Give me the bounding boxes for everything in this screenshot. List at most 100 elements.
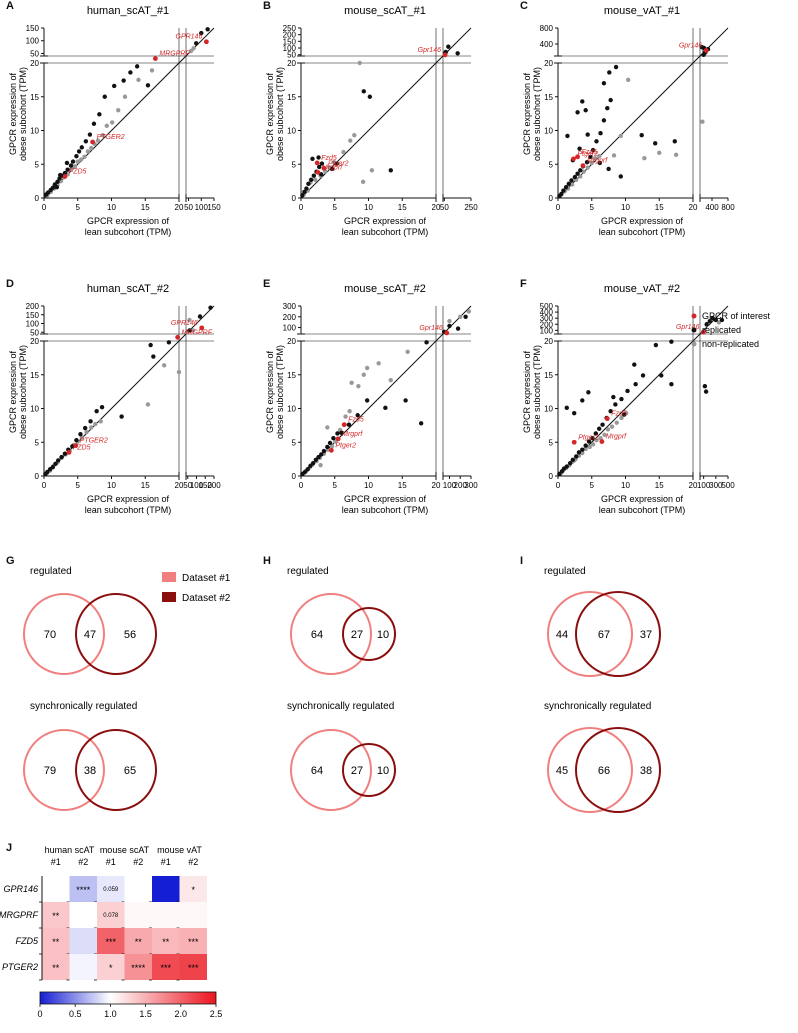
point-replicated [45,469,50,475]
chart-title: mouse_scAT_#2 [344,283,426,295]
point-replicated [576,450,582,455]
point-replicated [572,174,578,180]
point-nonreplicated [587,444,592,450]
venn-count-overlap: 47 [84,629,96,641]
point-nonreplicated [673,152,679,157]
point-replicated [346,422,352,427]
point-replicated [197,314,203,319]
y-axis-title-line2: obese subcohort (TPM) [18,67,28,161]
y-tick-label: 5 [292,160,297,169]
point-replicated [600,422,605,427]
colorbar-tick-label: 2.5 [210,1009,223,1019]
point-gpcr-of-interest [90,139,95,145]
point-replicated [166,340,172,345]
y-tick-label: 300 [283,302,297,311]
point-replicated [316,454,321,460]
point-replicated [339,430,344,435]
venn-circle-dataset1 [23,593,105,675]
point-replicated [145,83,151,88]
point-nonreplicated [187,317,192,323]
point-replicated [584,160,590,165]
point-gpcr-of-interest [599,439,605,444]
y-tick-label: 0 [549,194,554,203]
heatmap-cell [152,954,180,980]
x-tick-label: 800 [721,203,735,212]
y-tick-label: 800 [540,24,554,33]
legend-interest-dot [691,313,697,319]
venn-legend-d1-label: Dataset #1 [182,573,231,584]
point-nonreplicated [602,432,607,438]
point-replicated [583,443,588,448]
point-nonreplicated [312,177,318,182]
x-tick-label: 20 [432,203,441,212]
y-axis-title-line1: GPCR expression of [8,72,18,155]
gpcr-label: Mrgprf [587,158,608,165]
x-tick-label: 20 [689,203,698,212]
legend-replicated-label: replicated [702,325,741,335]
heatmap-annotation: 0.059 [103,887,119,893]
y-tick-label: 15 [544,371,553,380]
point-replicated [621,412,627,417]
x-tick-label: 5 [590,481,595,490]
gpcr-label: GPR146 [176,34,203,41]
point-replicated [611,394,616,400]
point-replicated [319,172,324,177]
point-replicated [575,171,580,176]
point-replicated [593,431,598,436]
point-nonreplicated [95,138,101,143]
point-nonreplicated [369,168,375,173]
chart-title: mouse_vAT_#1 [604,5,680,17]
y-tick-label: 200 [540,320,554,329]
heatmap-group-label: mouse scAT [100,845,150,855]
point-replicated [364,398,370,403]
y-tick-label: 0 [35,194,40,203]
point-nonreplicated [361,372,366,377]
venn-count-dataset1-only: 64 [311,629,323,641]
y-axis-title-line2: obese subcohort (TPM) [18,345,28,439]
legend-interest-label: GPCR of interest [702,311,771,321]
y-tick-label: 50 [30,328,39,337]
point-replicated [577,146,582,151]
heatmap-cell [152,902,180,928]
point-gpcr-of-interest [703,48,709,53]
venn-count-overlap: 27 [351,765,363,777]
heatmap-annotation: 0.078 [103,913,119,919]
point-gpcr-of-interest [203,39,209,45]
point-nonreplicated [149,68,155,73]
point-nonreplicated [75,159,80,164]
venn-count-overlap: 67 [598,629,610,641]
panel-label-c: C [520,0,528,12]
venn-panel-i: regulated 44 67 37 synchronically regulated 4… [544,566,661,813]
point-nonreplicated [388,377,393,383]
heatmap-row-label: PTGER2 [2,962,38,972]
point-nonreplicated [190,328,196,333]
identity-line [557,27,729,199]
point-nonreplicated [619,415,624,421]
y-tick-label: 20 [287,337,296,346]
point-replicated [632,362,637,367]
point-nonreplicated [82,154,87,160]
x-tick-label: 150 [199,481,213,490]
gpcr-label: Mrgprf [322,164,343,171]
heatmap-cell [179,928,207,954]
point-nonreplicated [100,133,105,138]
venn-count-dataset1-only: 79 [44,765,56,777]
point-replicated [702,384,708,389]
point-replicated [586,390,591,395]
point-nonreplicated [657,150,662,155]
scatter-panel-mouse-scat-2: mouse_scAT_#2005510101515202010020030010… [265,283,478,515]
gpcr-label: Fzd5 [582,149,598,156]
point-nonreplicated [618,133,623,139]
venn-count-dataset1-only: 70 [44,629,56,641]
point-replicated [334,161,339,166]
point-replicated [128,70,133,75]
y-tick-label: 10 [30,405,39,414]
heatmap-column-label: #2 [188,857,198,867]
point-replicated [418,421,424,426]
panel-label-j: J [6,842,13,854]
x-tick-label: 15 [655,481,664,490]
point-replicated [659,373,664,378]
point-nonreplicated [596,153,602,159]
x-tick-label: 10 [364,481,373,490]
gpcr-label: FZD5 [73,444,91,451]
